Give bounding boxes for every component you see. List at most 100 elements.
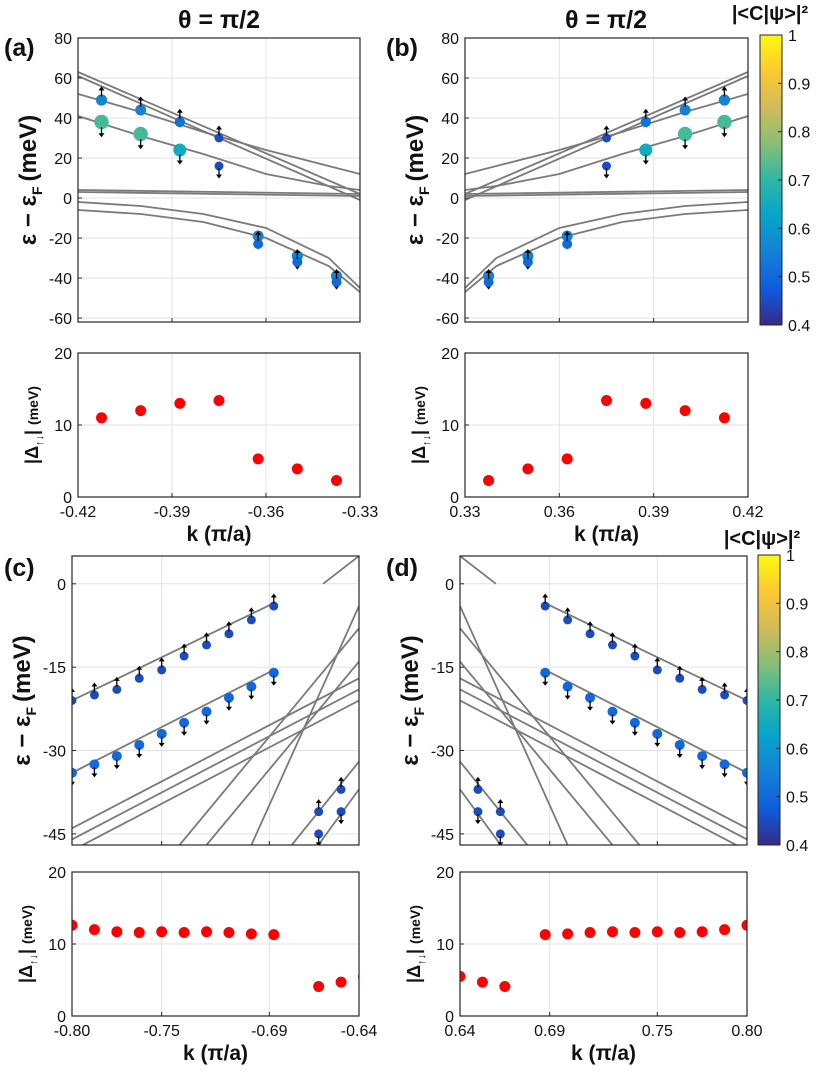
state-marker	[562, 239, 573, 249]
spin-arrow-head	[225, 621, 232, 626]
colorbar-tick-label: 0.7	[788, 173, 810, 190]
state-marker	[133, 126, 148, 142]
gap-point	[252, 453, 264, 465]
spin-arrow-head	[564, 695, 571, 700]
y-tick-label: -30	[43, 744, 66, 761]
gap-point	[561, 453, 573, 465]
y-tick-label: 0	[445, 1009, 454, 1026]
spin-arrow-head	[137, 96, 144, 101]
colorbar-tick-label: 0.4	[786, 838, 808, 855]
spin-arrow-head	[676, 753, 683, 758]
y-tick-label: 10	[436, 937, 454, 954]
y-tick-label: -15	[431, 660, 454, 677]
plot-content	[465, 71, 748, 293]
gap-point	[718, 412, 730, 424]
y-tick-label: -60	[49, 311, 72, 328]
y-tick-label: 0	[445, 577, 454, 594]
spin-arrow-head	[270, 681, 277, 686]
band-line	[78, 189, 360, 195]
state-marker	[717, 114, 732, 130]
state-marker	[630, 651, 640, 661]
band-line	[322, 556, 359, 585]
panel-label: (b)	[386, 34, 418, 62]
gap-point	[562, 928, 574, 940]
gap-point	[696, 926, 708, 938]
state-marker	[607, 640, 617, 650]
band-line	[72, 602, 275, 702]
gap-point	[88, 924, 100, 936]
state-marker	[214, 161, 224, 171]
state-marker	[268, 667, 279, 678]
state-marker	[460, 794, 461, 796]
state-marker	[156, 728, 167, 739]
band-line	[78, 191, 360, 197]
gap-point	[674, 926, 686, 938]
x-axis-label: k (π/a)	[186, 523, 251, 546]
panel-c: -45 -30 -15 0 ε − εF(meV) (c)	[4, 554, 366, 846]
colorbar-tick-label: 0.6	[788, 221, 810, 238]
state-marker	[246, 681, 257, 692]
plot-content	[96, 395, 342, 486]
y-tick-label: 20	[436, 865, 454, 882]
state-marker	[563, 615, 573, 625]
colorbar-top: 0.4 0.5 0.6 0.7 0.8 0.9 1 |<C|ψ>|²	[732, 3, 811, 335]
panel-b: -60 -40 -20 0 20 40 60 80 ε − εF(meV) θ = π/2 (b)	[386, 6, 749, 328]
spin-arrow-head	[744, 781, 747, 786]
spin-arrow-head	[497, 799, 504, 804]
gap-point	[601, 395, 612, 407]
plot-content	[72, 556, 366, 845]
gap-point	[483, 474, 495, 486]
plot-content	[483, 395, 730, 486]
spin-arrow-head	[682, 145, 689, 150]
gap-point	[178, 926, 190, 938]
state-marker	[224, 629, 234, 639]
state-marker	[253, 239, 264, 249]
band-line	[460, 788, 502, 845]
spin-arrow-head	[255, 231, 262, 235]
band-line	[290, 761, 359, 845]
band-line	[72, 669, 275, 774]
plot-area	[465, 38, 748, 322]
state-marker	[473, 807, 483, 817]
state-marker	[540, 601, 550, 611]
spin-arrow-head	[136, 753, 143, 758]
spin-arrow-head	[181, 731, 188, 736]
state-marker	[697, 751, 708, 762]
gap-point	[357, 973, 359, 980]
spin-arrow-head	[654, 742, 661, 747]
gap-point	[539, 929, 551, 941]
colorbar-tick-label: 0.7	[786, 693, 808, 710]
y-tick-label: 20	[54, 151, 72, 168]
y-tick-label: -45	[431, 827, 454, 844]
state-marker	[202, 640, 212, 650]
colorbar-tick-label: 0.5	[788, 270, 810, 287]
y-tick-label: 20	[441, 151, 459, 168]
gap-point	[313, 980, 325, 992]
state-marker	[94, 114, 109, 130]
state-marker	[201, 706, 212, 717]
band-line	[465, 115, 748, 191]
y-tick-label: 0	[63, 490, 72, 507]
colorbar-tick-label: 0.9	[788, 76, 810, 93]
spin-arrow-head	[642, 160, 649, 165]
y-tick-label: 40	[441, 111, 459, 128]
state-marker	[679, 104, 691, 116]
state-marker	[72, 696, 77, 705]
state-marker	[111, 751, 122, 762]
state-marker	[719, 759, 730, 770]
gap-point	[245, 928, 257, 940]
band-line	[465, 189, 748, 195]
band-line	[80, 699, 359, 845]
band-line	[460, 605, 569, 845]
plot-content	[78, 71, 360, 293]
state-marker	[179, 717, 190, 728]
x-tick-label: -0.75	[143, 1023, 180, 1040]
x-tick-label: 0.69	[534, 1023, 565, 1040]
spin-arrow-head	[631, 731, 638, 736]
y-axis-label: |Δ↑↓|(meV)	[409, 386, 433, 464]
spin-arrow-head	[497, 842, 504, 845]
spin-arrow-head	[360, 749, 366, 753]
spin-arrow-head	[136, 665, 143, 670]
spin-arrow-head	[721, 773, 728, 778]
